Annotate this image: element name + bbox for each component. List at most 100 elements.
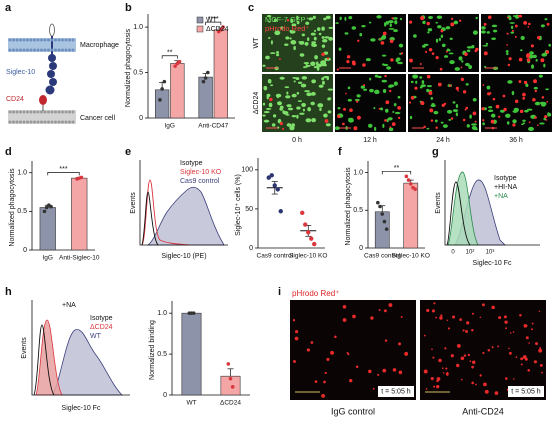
cell (299, 53, 305, 57)
cell (399, 17, 403, 21)
cell (483, 22, 487, 26)
cell (310, 61, 316, 67)
cell (297, 81, 303, 84)
cell (320, 60, 327, 65)
cell (311, 91, 316, 96)
cell (419, 76, 423, 79)
cell (462, 118, 466, 122)
lipid (22, 48, 26, 52)
cell (346, 55, 351, 59)
cell (266, 95, 269, 100)
data-point (44, 205, 49, 210)
cell (270, 84, 274, 87)
cell (449, 37, 453, 41)
cell (321, 80, 325, 85)
lipid (68, 48, 71, 52)
cell (408, 101, 412, 104)
cell (344, 16, 347, 21)
cell (303, 66, 306, 69)
cell (389, 39, 394, 43)
flow-h (31, 300, 130, 396)
cell (535, 58, 538, 62)
cell (441, 43, 446, 48)
cell (392, 111, 395, 114)
cell (508, 57, 512, 61)
cell (426, 74, 431, 79)
cell (469, 114, 472, 119)
cell (369, 77, 372, 81)
cell (286, 123, 292, 127)
cell (505, 327, 508, 330)
cell (301, 33, 305, 37)
cell (307, 107, 311, 112)
legend-swatch (196, 25, 204, 33)
cell (522, 122, 526, 125)
histogram-isotype (141, 191, 159, 246)
cell (532, 54, 538, 59)
diagram-label: Siglec-10 (6, 69, 35, 76)
cell (342, 305, 347, 309)
cell (335, 22, 339, 24)
flow-g (444, 160, 540, 246)
lipid (8, 110, 12, 114)
cell (427, 28, 433, 32)
cell (372, 387, 375, 390)
cell (311, 118, 317, 123)
cell (305, 63, 308, 68)
cell (534, 89, 537, 93)
cell (491, 24, 498, 28)
cell (540, 58, 545, 63)
cell (505, 113, 511, 118)
histogram-wt (51, 329, 123, 396)
panel-letter: e (125, 146, 131, 158)
y-tick-label: 1.0 (353, 169, 363, 176)
cell (444, 55, 449, 58)
cell (356, 100, 359, 103)
cell (439, 67, 443, 71)
legend-entry: WT (206, 17, 218, 24)
cell (439, 316, 443, 320)
cell (437, 82, 442, 87)
cell (294, 336, 299, 341)
cell (455, 112, 458, 117)
cell (337, 114, 341, 119)
cell (306, 348, 311, 352)
cell (480, 30, 486, 34)
x-tick-label: Siglec-10 KO (392, 253, 430, 260)
lipid (15, 48, 19, 52)
data-point (406, 178, 411, 182)
cell (296, 15, 299, 20)
cell (276, 50, 280, 54)
lipid (50, 38, 54, 42)
lipid (40, 48, 43, 52)
cell (448, 118, 452, 121)
cell (262, 64, 266, 67)
bar (71, 177, 88, 251)
cell (412, 74, 419, 79)
cell (436, 379, 439, 383)
lipid (26, 120, 29, 124)
cell (334, 126, 340, 131)
cell (394, 20, 398, 25)
cell (538, 348, 543, 353)
cell (430, 119, 434, 122)
data-point (206, 70, 210, 75)
cell (295, 330, 299, 334)
histogram-na (447, 171, 479, 246)
cell (391, 122, 396, 126)
x-tick-label: WT (186, 400, 196, 407)
lipid (71, 48, 75, 52)
cell (508, 347, 510, 350)
cell (460, 378, 463, 381)
cell (304, 42, 309, 46)
data-point (266, 175, 271, 180)
cell (262, 102, 266, 106)
cell (483, 382, 487, 387)
cell (520, 49, 523, 52)
lipid (15, 120, 19, 124)
data-point (408, 182, 413, 186)
lipid (68, 38, 71, 42)
cell (319, 107, 322, 111)
significance-bracket (381, 170, 412, 175)
lipid (64, 48, 68, 52)
